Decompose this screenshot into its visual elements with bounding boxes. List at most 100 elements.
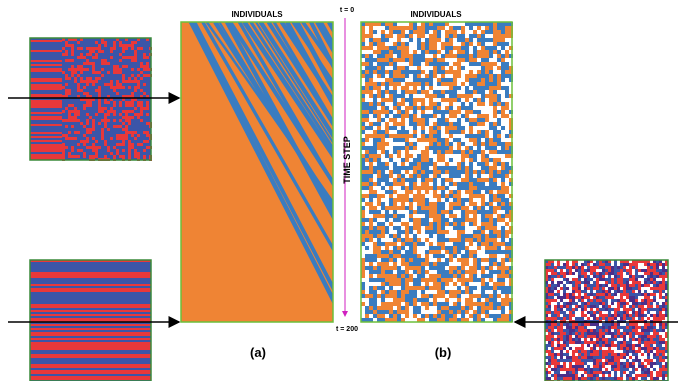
texture-cell — [469, 26, 473, 30]
texture-cell — [143, 65, 146, 68]
texture-cell — [30, 262, 151, 264]
texture-cell — [614, 308, 617, 311]
texture-cell — [65, 146, 68, 149]
texture-cell — [560, 359, 563, 362]
texture-cell — [617, 326, 620, 329]
texture-cell — [501, 30, 505, 34]
texture-cell — [30, 86, 62, 88]
texture-cell — [563, 350, 566, 353]
texture-cell — [433, 238, 437, 242]
texture-cell — [89, 53, 92, 56]
texture-cell — [617, 365, 620, 368]
texture-cell — [485, 42, 489, 46]
texture-cell — [551, 299, 554, 302]
texture-cell — [429, 274, 433, 278]
thumb-border — [29, 37, 152, 161]
texture-cell — [30, 74, 62, 76]
texture-cell — [656, 293, 659, 296]
texture-cell — [377, 242, 381, 246]
texture-cell — [477, 218, 481, 222]
texture-cell — [385, 94, 389, 98]
texture-cell — [493, 46, 497, 50]
texture-cell — [457, 162, 461, 166]
texture-cell — [501, 134, 505, 138]
texture-cell — [113, 86, 116, 89]
texture-cell — [465, 86, 469, 90]
texture-cell — [465, 290, 469, 294]
texture-cell — [473, 58, 477, 62]
texture-cell — [449, 110, 453, 114]
texture-cell — [421, 122, 425, 126]
texture-cell — [369, 286, 373, 290]
texture-cell — [485, 302, 489, 306]
texture-cell — [401, 290, 405, 294]
texture-cell — [385, 186, 389, 190]
texture-cell — [596, 353, 599, 356]
texture-cell — [569, 314, 572, 317]
texture-cell — [644, 263, 647, 266]
texture-cell — [441, 194, 445, 198]
texture-cell — [377, 62, 381, 66]
texture-cell — [605, 329, 608, 332]
texture-cell — [473, 122, 477, 126]
texture-cell — [563, 260, 566, 263]
time-end: t = 200 — [336, 326, 358, 333]
texture-cell — [437, 254, 441, 258]
texture-cell — [489, 246, 493, 250]
texture-cell — [389, 246, 393, 250]
texture-cell — [433, 78, 437, 82]
texture-cell — [659, 290, 662, 293]
texture-cell — [587, 284, 590, 287]
texture-cell — [389, 298, 393, 302]
texture-cell — [554, 329, 557, 332]
texture-cell — [377, 262, 381, 266]
texture-cell — [373, 218, 377, 222]
texture-cell — [590, 347, 593, 350]
texture-cell — [626, 311, 629, 314]
texture-cell — [361, 298, 365, 302]
texture-cell — [453, 302, 457, 306]
texture-cell — [620, 329, 623, 332]
texture-cell — [599, 374, 602, 377]
texture-cell — [635, 314, 638, 317]
texture-cell — [110, 152, 113, 155]
texture-cell — [477, 238, 481, 242]
texture-cell — [465, 166, 469, 170]
texture-cell — [445, 70, 449, 74]
texture-cell — [377, 282, 381, 286]
texture-cell — [575, 347, 578, 350]
texture-cell — [485, 294, 489, 298]
texture-cell — [433, 210, 437, 214]
texture-cell — [369, 30, 373, 34]
texture-cell — [644, 305, 647, 308]
texture-cell — [457, 66, 461, 70]
texture-cell — [477, 230, 481, 234]
texture-cell — [575, 290, 578, 293]
texture-cell — [584, 356, 587, 359]
texture-cell — [477, 126, 481, 130]
texture-cell — [361, 46, 365, 50]
texture-cell — [489, 226, 493, 230]
texture-cell — [441, 78, 445, 82]
texture-cell — [86, 53, 89, 56]
texture-cell — [453, 166, 457, 170]
texture-cell — [563, 332, 566, 335]
texture-cell — [563, 353, 566, 356]
texture-cell — [385, 274, 389, 278]
texture-cell — [647, 266, 650, 269]
texture-cell — [638, 305, 641, 308]
texture-cell — [469, 134, 473, 138]
texture-cell — [662, 290, 665, 293]
texture-cell — [662, 317, 665, 320]
texture-cell — [599, 344, 602, 347]
texture-cell — [572, 332, 575, 335]
texture-cell — [405, 302, 409, 306]
texture-cell — [566, 365, 569, 368]
texture-cell — [554, 365, 557, 368]
texture-cell — [653, 311, 656, 314]
texture-cell — [445, 258, 449, 262]
texture-cell — [629, 263, 632, 266]
texture-cell — [469, 230, 473, 234]
texture-cell — [385, 30, 389, 34]
texture-cell — [569, 338, 572, 341]
